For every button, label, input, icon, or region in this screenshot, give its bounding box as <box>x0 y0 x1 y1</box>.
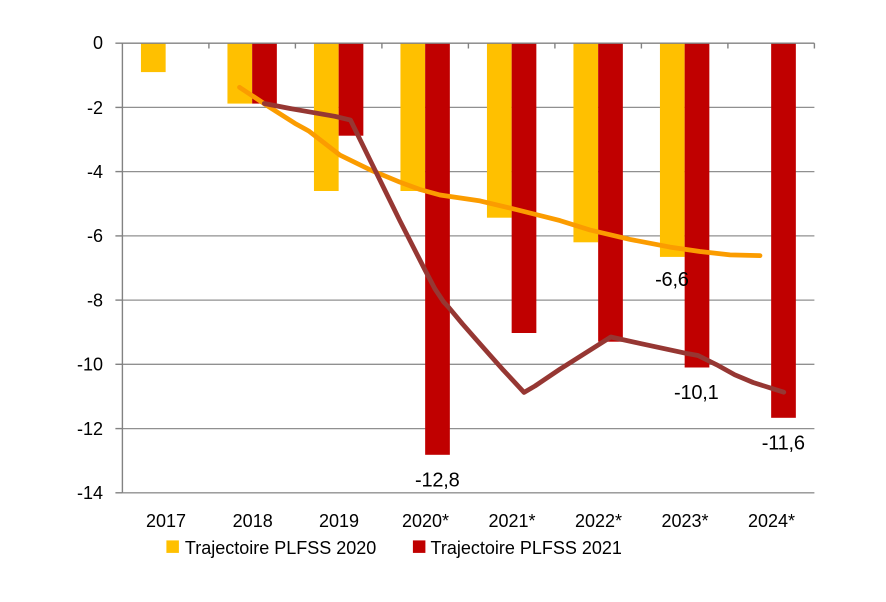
svg-text:-8: -8 <box>87 290 103 310</box>
svg-text:0: 0 <box>93 33 103 53</box>
svg-text:-10: -10 <box>77 355 103 375</box>
svg-text:2020*: 2020* <box>402 511 449 531</box>
svg-text:2018: 2018 <box>233 511 273 531</box>
svg-text:-14: -14 <box>77 483 103 503</box>
svg-text:-6,6: -6,6 <box>655 269 689 291</box>
svg-text:Trajectoire PLFSS 2021: Trajectoire PLFSS 2021 <box>431 538 622 558</box>
svg-text:2024*: 2024* <box>748 511 795 531</box>
svg-text:-4: -4 <box>87 162 103 182</box>
svg-text:2021*: 2021* <box>488 511 535 531</box>
svg-text:2022*: 2022* <box>575 511 622 531</box>
svg-text:-6: -6 <box>87 226 103 246</box>
svg-text:-10,1: -10,1 <box>674 382 719 404</box>
svg-text:-11,6: -11,6 <box>762 432 805 454</box>
svg-text:2017: 2017 <box>146 511 186 531</box>
svg-text:Trajectoire PLFSS 2020: Trajectoire PLFSS 2020 <box>185 538 376 558</box>
svg-text:-12,8: -12,8 <box>415 470 460 492</box>
svg-text:-12: -12 <box>77 419 103 439</box>
svg-text:2019: 2019 <box>319 511 359 531</box>
svg-text:-2: -2 <box>87 98 103 118</box>
svg-text:2023*: 2023* <box>661 511 708 531</box>
